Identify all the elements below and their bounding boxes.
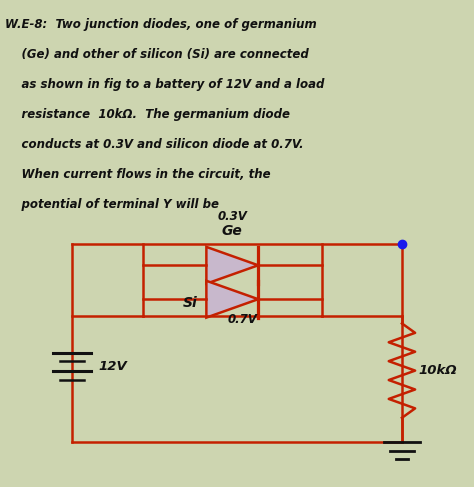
- Text: (Ge) and other of silicon (Si) are connected: (Ge) and other of silicon (Si) are conne…: [5, 48, 309, 61]
- Text: Si: Si: [183, 296, 198, 310]
- Text: 0.7V: 0.7V: [228, 313, 257, 326]
- Text: as shown in fig to a battery of 12V and a load: as shown in fig to a battery of 12V and …: [5, 78, 325, 92]
- Text: 0.3V: 0.3V: [218, 210, 247, 223]
- Text: When current flows in the circuit, the: When current flows in the circuit, the: [5, 169, 271, 182]
- Text: 12V: 12V: [98, 360, 127, 373]
- Polygon shape: [206, 281, 258, 318]
- Text: Ge: Ge: [222, 224, 243, 238]
- Text: conducts at 0.3V and silicon diode at 0.7V.: conducts at 0.3V and silicon diode at 0.…: [5, 138, 304, 151]
- Polygon shape: [206, 247, 258, 284]
- Text: potential of terminal Y will be: potential of terminal Y will be: [5, 199, 219, 211]
- Text: W.E-8:  Two junction diodes, one of germanium: W.E-8: Two junction diodes, one of germa…: [5, 19, 317, 31]
- Text: resistance  10kΩ.  The germanium diode: resistance 10kΩ. The germanium diode: [5, 109, 290, 121]
- Text: 10kΩ: 10kΩ: [419, 364, 457, 377]
